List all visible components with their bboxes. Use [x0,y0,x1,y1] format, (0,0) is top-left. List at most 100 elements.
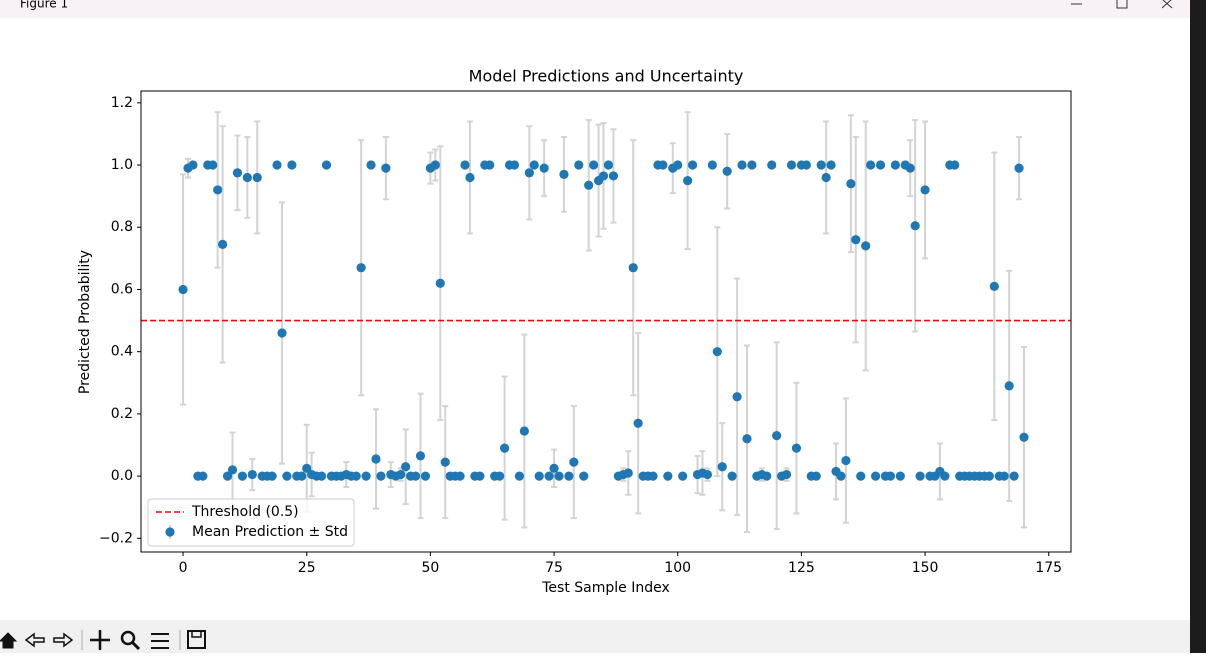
point [277,328,287,338]
legend-label: Threshold (0.5) [191,504,299,520]
point [534,471,544,481]
point [722,166,732,176]
point [420,471,431,481]
point [227,465,238,475]
point [707,160,717,170]
point [485,160,495,170]
x-tick-label: 175 [1035,560,1062,576]
chart-title: Model Predictions and Uncertainty [469,67,744,86]
point [381,163,391,173]
point [989,281,999,291]
point [727,471,737,481]
point [663,471,673,481]
point [875,160,886,170]
point [915,471,925,481]
point [524,168,534,178]
point [267,471,277,481]
point [920,185,930,195]
point [885,471,896,481]
window-title: Figure 1 [20,0,68,11]
y-tick-label: 0.0 [111,468,133,484]
point [781,469,792,480]
point [678,471,688,481]
point [747,160,757,170]
window-controls[interactable] [1071,0,1173,9]
point [767,160,777,170]
point [549,463,559,473]
y-tick-label: 0.2 [111,406,133,422]
axes-frame [140,90,1072,553]
legend-box [147,498,355,547]
point [1009,471,1019,481]
point [519,426,529,436]
toolbar-icons[interactable] [0,630,206,651]
legend: Threshold (0.5) Mean Prediction ± Std [147,498,355,547]
point [465,172,475,183]
point [475,471,485,481]
point [811,471,821,481]
point [272,160,282,170]
point [366,160,376,170]
legend-point-swatch [165,527,175,537]
point [371,454,381,464]
point [821,172,831,183]
point [1019,432,1029,442]
point [786,160,797,170]
title-bar [0,0,1190,18]
point [460,160,470,170]
point [252,172,262,183]
point [871,471,881,481]
point [633,418,643,428]
point [940,471,950,481]
point [376,471,386,481]
point [846,179,856,189]
point [213,185,223,195]
point [242,172,252,183]
point [514,471,525,481]
point [836,471,846,481]
point [302,463,312,473]
point [499,443,510,453]
point [435,278,445,288]
point [440,457,450,467]
point [841,455,851,466]
point [772,431,782,441]
toolbar [0,620,1190,653]
point [791,443,802,453]
point [732,392,742,402]
point [702,469,713,480]
x-tick-label: 150 [912,560,939,576]
point [658,160,668,170]
x-tick-label: 100 [664,560,691,576]
point [950,160,960,170]
point [866,160,876,170]
point [603,160,614,170]
point [361,471,371,481]
point [232,168,243,178]
point [584,180,594,190]
point [316,471,327,481]
point [574,160,584,170]
point [529,160,539,170]
point [559,169,569,179]
y-axis-label: Predicted Probability [77,250,93,394]
y-tick-label: −0.2 [99,530,133,546]
y-tick-label: 0.8 [111,219,133,235]
point [895,471,905,481]
point [1004,381,1014,391]
point [356,263,366,273]
point [237,471,248,481]
x-tick-label: 125 [788,560,815,576]
point [683,175,693,186]
point [851,235,861,245]
point [648,471,658,481]
point [351,471,361,481]
point [861,241,871,251]
point [222,471,233,481]
point [910,221,920,231]
point [415,451,426,461]
point [717,462,727,472]
point [826,160,836,170]
point [297,471,307,481]
